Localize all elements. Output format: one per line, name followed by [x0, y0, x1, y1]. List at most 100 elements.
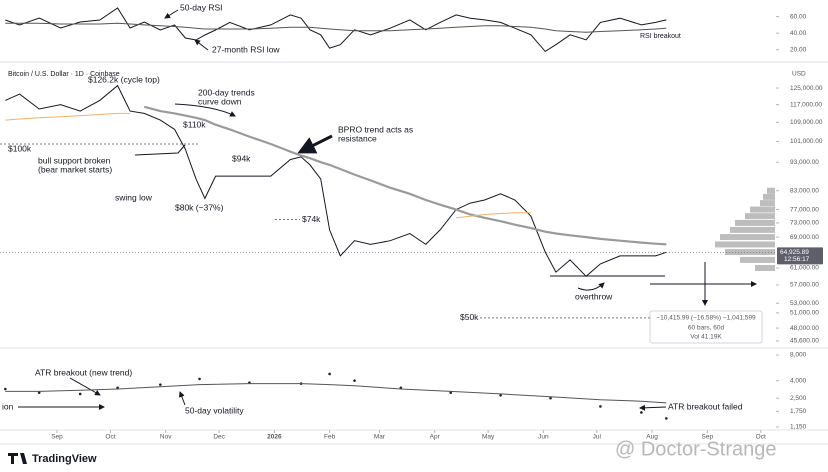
- arrow: [297, 134, 333, 154]
- x-tick-label: Aug: [646, 434, 658, 441]
- measure-box: [649, 310, 763, 344]
- data-dot: [599, 405, 602, 408]
- level-label: $50k: [460, 312, 479, 322]
- logo: TradingView: [32, 453, 97, 465]
- watermark: @ Doctor-Strange: [615, 438, 776, 460]
- annotation: $80k (−37%): [175, 202, 224, 212]
- annotation: BPRO trend acts as: [338, 124, 413, 134]
- series-line: [5, 22, 667, 33]
- y-tick-label: 117,000.00: [790, 101, 822, 108]
- series-line: [5, 383, 667, 404]
- y-tick-label: 48,000.00: [790, 325, 819, 332]
- annotation: ion: [2, 401, 14, 411]
- x-tick-label: Dec: [213, 434, 225, 441]
- countdown: 12:56:17: [784, 256, 810, 263]
- price-tag: [777, 247, 823, 265]
- y-tick-label: 73,000.00: [790, 220, 819, 227]
- data-dot: [4, 387, 7, 391]
- axis-unit: USD: [792, 71, 806, 78]
- data-dot: [198, 377, 201, 381]
- y-tick-label: 69,000.00: [790, 234, 819, 241]
- y-tick-label: 60.00: [790, 13, 807, 20]
- y-tick-label: 2,500: [790, 395, 807, 402]
- x-tick-label: Oct: [756, 434, 766, 441]
- x-tick-label: Mar: [374, 434, 386, 441]
- x-tick-label: Apr: [430, 434, 441, 441]
- annotation: curve down: [198, 96, 242, 106]
- x-tick-label: May: [482, 434, 495, 441]
- volume-profile-bar: [740, 256, 775, 263]
- annotation: $126.2k (cycle top): [88, 74, 160, 84]
- x-tick-label: 2026: [267, 434, 282, 441]
- volume-profile-bar: [767, 187, 775, 194]
- data-dot: [640, 411, 643, 414]
- data-dot: [159, 383, 162, 386]
- price-tag-label: 64,925.89: [780, 249, 809, 256]
- volume-profile-bar: [750, 206, 775, 213]
- measure-text: Vol 41.19K: [690, 334, 722, 341]
- annotation: ATR breakout failed: [668, 401, 743, 411]
- annotation: 27-month RSI low: [212, 44, 280, 54]
- series-line: [144, 105, 667, 246]
- annotation: (bear market starts): [38, 164, 112, 174]
- series-line: [5, 7, 667, 53]
- volume-profile-bar: [760, 200, 775, 207]
- data-dot: [328, 372, 331, 376]
- annotation: ATR breakout (new trend): [35, 367, 132, 377]
- arrow: [134, 144, 186, 156]
- x-tick-label: Feb: [324, 434, 336, 441]
- annotation: bull support broken: [38, 155, 111, 165]
- annotation: $110k: [183, 119, 206, 129]
- annotation: 50-day RSI: [180, 2, 223, 12]
- volume-profile-bar: [745, 213, 775, 220]
- data-dot: [499, 393, 502, 397]
- data-dot: [665, 417, 668, 420]
- arrow: [164, 9, 179, 19]
- volume-profile-bar: [755, 264, 775, 271]
- level-label: $100k: [8, 143, 32, 153]
- data-dot: [37, 391, 41, 394]
- y-tick-label: 1,150: [790, 424, 807, 431]
- annotation: 200-day trends: [198, 87, 255, 97]
- chart-title: Bitcoin / U.S. Dollar · 1D · Coinbase: [8, 71, 120, 78]
- annotation: RSI breakout: [640, 33, 681, 40]
- series-line: [5, 84, 667, 277]
- annotation: 50-day volatility: [185, 405, 244, 415]
- level-label: $74k: [302, 214, 321, 224]
- y-tick-label: 53,000.00: [790, 300, 819, 307]
- volume-profile-bar: [735, 219, 775, 226]
- data-dot: [449, 391, 453, 394]
- measure-text: 60 bars, 60d: [688, 325, 725, 332]
- volume-profile-bar: [715, 241, 775, 248]
- volume-profile-bar: [763, 193, 775, 200]
- x-tick-label: Sep: [702, 434, 714, 441]
- y-tick-label: 57,000.00: [790, 282, 819, 289]
- annotation: resistance: [338, 133, 377, 143]
- arrow: [178, 391, 186, 406]
- y-tick-label: 1,750: [790, 408, 807, 415]
- y-tick-label: 40.00: [790, 30, 807, 37]
- annotation: swing low: [115, 192, 153, 202]
- annotation: overthrow: [575, 291, 613, 301]
- series-line: [5, 112, 531, 219]
- x-tick-label: Jun: [538, 434, 549, 441]
- x-tick-label: Jul: [593, 434, 602, 441]
- y-tick-label: 83,000.00: [790, 187, 819, 194]
- y-tick-label: 45,600.00: [790, 338, 819, 345]
- data-dot: [353, 379, 356, 383]
- x-tick-label: Nov: [160, 434, 172, 441]
- y-tick-label: 61,000.00: [790, 265, 819, 272]
- x-tick-label: Sep: [51, 434, 63, 441]
- volume-profile-bar: [720, 234, 775, 241]
- measure-text: −10,415.99 (−16.58%) −1,041,599: [656, 315, 756, 322]
- y-tick-label: 20.00: [790, 46, 807, 53]
- y-tick-label: 77,000.00: [790, 206, 819, 213]
- y-tick-label: 109,000.00: [790, 119, 823, 126]
- data-dot: [549, 396, 552, 400]
- arrow: [194, 39, 209, 51]
- y-tick-label: 51,000.00: [790, 310, 819, 317]
- y-tick-label: 8,000: [790, 352, 807, 359]
- volume-profile-bar: [730, 226, 775, 233]
- data-dot: [78, 392, 82, 396]
